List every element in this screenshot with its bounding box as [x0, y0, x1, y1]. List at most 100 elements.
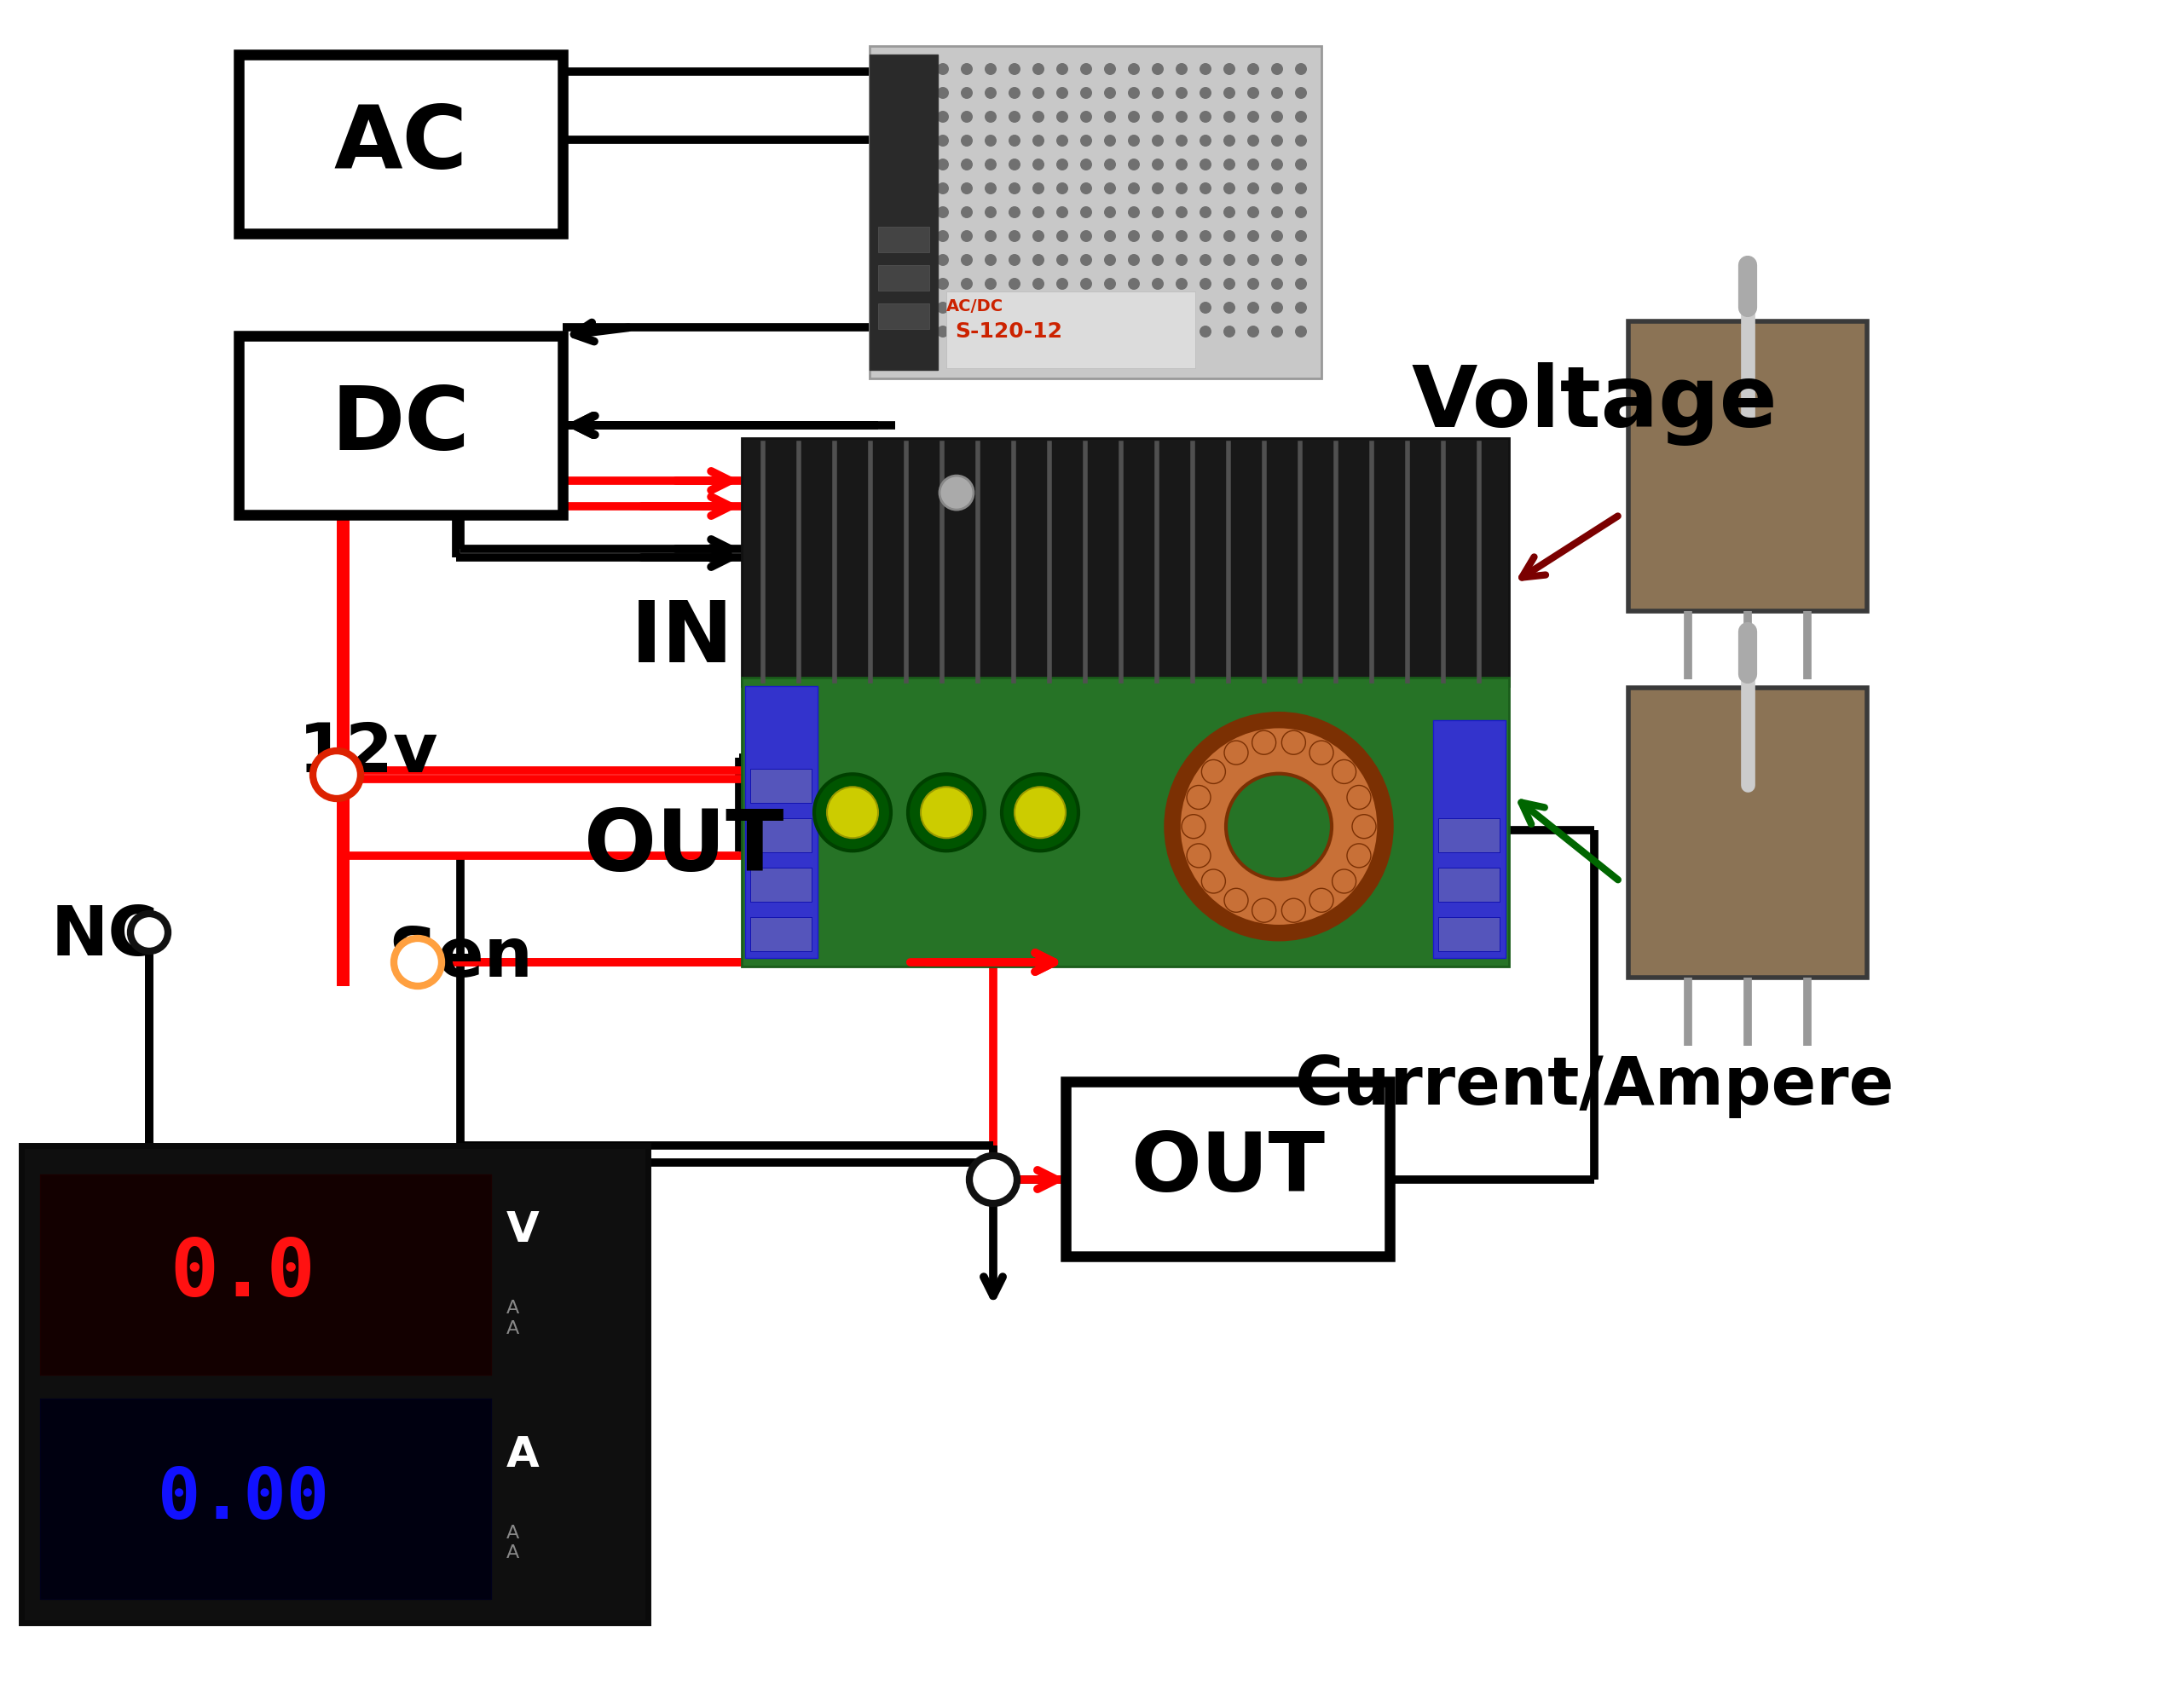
Circle shape [937, 63, 950, 75]
Circle shape [1032, 302, 1045, 314]
Text: A
A: A A [507, 1524, 520, 1561]
Circle shape [889, 159, 902, 171]
Circle shape [1080, 231, 1093, 243]
Bar [750, 769, 811, 803]
Bar [39, 1173, 492, 1375]
Circle shape [1104, 87, 1117, 99]
Circle shape [921, 787, 971, 839]
Circle shape [1270, 278, 1283, 290]
Bar [1437, 917, 1500, 951]
Bar [878, 225, 930, 251]
Circle shape [1173, 721, 1385, 933]
Circle shape [984, 135, 997, 147]
Circle shape [1002, 774, 1077, 851]
Circle shape [1186, 786, 1210, 810]
Circle shape [1056, 302, 1069, 314]
Circle shape [1151, 302, 1164, 314]
Circle shape [1127, 135, 1140, 147]
Circle shape [1253, 898, 1277, 922]
Circle shape [1008, 302, 1021, 314]
Text: 0.0: 0.0 [171, 1235, 317, 1313]
Circle shape [1127, 302, 1140, 314]
Circle shape [1151, 207, 1164, 219]
Circle shape [889, 231, 902, 243]
Circle shape [1309, 888, 1333, 912]
Circle shape [1151, 231, 1164, 243]
Circle shape [1080, 111, 1093, 123]
Bar [1628, 321, 1867, 611]
Circle shape [1175, 231, 1188, 243]
Circle shape [1032, 87, 1045, 99]
Circle shape [1223, 207, 1236, 219]
Bar [750, 917, 811, 951]
Bar [750, 868, 811, 902]
Circle shape [960, 326, 973, 338]
Circle shape [1223, 254, 1236, 266]
Circle shape [1127, 183, 1140, 195]
Circle shape [937, 183, 950, 195]
Circle shape [1199, 254, 1212, 266]
Bar [869, 55, 939, 371]
Circle shape [889, 278, 902, 290]
Circle shape [130, 914, 167, 951]
Circle shape [960, 111, 973, 123]
Circle shape [1104, 231, 1117, 243]
Text: DC: DC [332, 383, 470, 468]
Circle shape [1175, 254, 1188, 266]
Circle shape [1247, 159, 1260, 171]
Bar [22, 1146, 648, 1623]
Circle shape [1253, 731, 1277, 755]
Text: OUT: OUT [583, 806, 785, 888]
Circle shape [889, 254, 902, 266]
Circle shape [960, 207, 973, 219]
Circle shape [1032, 159, 1045, 171]
Circle shape [1080, 135, 1093, 147]
Circle shape [1080, 63, 1093, 75]
Circle shape [1056, 87, 1069, 99]
Circle shape [1032, 135, 1045, 147]
Circle shape [1080, 87, 1093, 99]
Text: 0.00: 0.00 [158, 1464, 330, 1534]
Circle shape [1127, 254, 1140, 266]
Circle shape [1247, 326, 1260, 338]
Circle shape [1104, 278, 1117, 290]
Circle shape [1175, 159, 1188, 171]
Bar [945, 292, 1195, 369]
Circle shape [937, 111, 950, 123]
Circle shape [937, 302, 950, 314]
Circle shape [1281, 731, 1305, 755]
Circle shape [913, 183, 926, 195]
Circle shape [1294, 159, 1307, 171]
Circle shape [984, 326, 997, 338]
Circle shape [1104, 207, 1117, 219]
Circle shape [1201, 869, 1225, 893]
Circle shape [1175, 278, 1188, 290]
Circle shape [1175, 87, 1188, 99]
Bar [878, 265, 930, 290]
Circle shape [937, 326, 950, 338]
Bar [878, 302, 930, 328]
Circle shape [1270, 135, 1283, 147]
Circle shape [913, 87, 926, 99]
Circle shape [889, 63, 902, 75]
Circle shape [1294, 278, 1307, 290]
Circle shape [1151, 159, 1164, 171]
Circle shape [1247, 302, 1260, 314]
Circle shape [1225, 741, 1249, 765]
Circle shape [1247, 135, 1260, 147]
Circle shape [984, 254, 997, 266]
Text: 12v: 12v [299, 721, 438, 787]
Circle shape [1331, 760, 1355, 784]
Circle shape [937, 278, 950, 290]
Circle shape [1270, 326, 1283, 338]
Circle shape [1008, 231, 1021, 243]
Bar [1437, 868, 1500, 902]
Circle shape [913, 207, 926, 219]
Circle shape [889, 302, 902, 314]
Circle shape [913, 302, 926, 314]
Circle shape [1008, 207, 1021, 219]
Circle shape [1270, 302, 1283, 314]
Circle shape [1247, 207, 1260, 219]
Circle shape [1247, 278, 1260, 290]
Circle shape [1294, 63, 1307, 75]
